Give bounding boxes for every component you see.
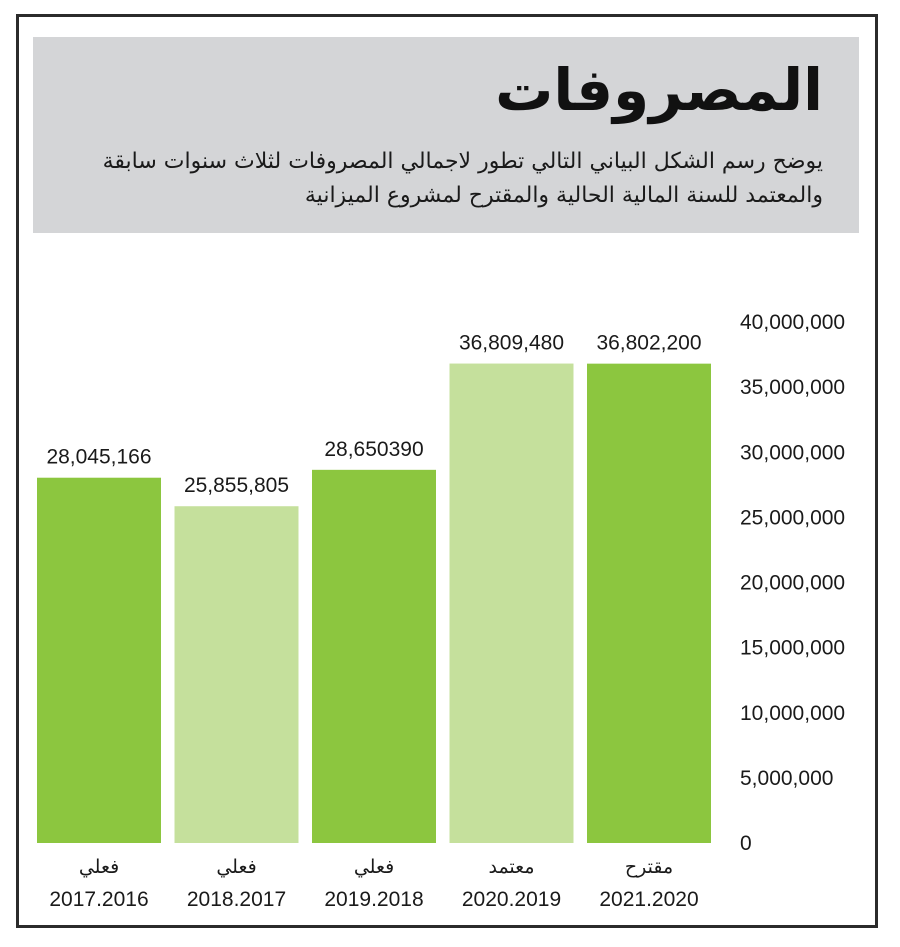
bar — [449, 363, 574, 843]
category-year-label: 2017.2016 — [49, 888, 148, 911]
bar — [312, 469, 436, 843]
y-tick-label: 10,000,000 — [740, 702, 845, 725]
y-tick-label: 15,000,000 — [740, 637, 845, 660]
header-box: المصروفات يوضح رسم الشكل البياني التالي … — [33, 37, 859, 233]
y-tick-label: 5,000,000 — [740, 767, 833, 790]
y-tick-label: 25,000,000 — [740, 506, 845, 529]
bar-value-label: 28,650390 — [324, 438, 423, 461]
category-type-label: فعلي — [354, 856, 394, 878]
y-tick-label: 30,000,000 — [740, 441, 845, 464]
chart-subtitle: يوضح رسم الشكل البياني التالي تطور لاجما… — [102, 149, 823, 208]
category-year-label: 2020.2019 — [462, 888, 561, 911]
category-year-label: 2018.2017 — [187, 888, 286, 911]
bar-value-label: 36,802,200 — [596, 332, 701, 355]
bar — [37, 477, 161, 843]
y-tick-label: 40,000,000 — [740, 311, 845, 334]
bar-value-label: 25,855,805 — [184, 474, 289, 497]
y-tick-label: 0 — [740, 832, 752, 855]
category-type-label: فعلي — [216, 856, 256, 878]
y-tick-label: 20,000,000 — [740, 572, 845, 595]
bar — [587, 363, 711, 843]
category-type-label: فعلي — [79, 856, 119, 878]
category-type-label: مقترح — [625, 856, 673, 878]
category-year-label: 2021.2020 — [599, 888, 698, 911]
bar-value-label: 36,809,480 — [459, 332, 564, 355]
y-tick-label: 35,000,000 — [740, 376, 845, 399]
bar-value-label: 28,045,166 — [46, 446, 151, 469]
category-type-label: معتمد — [488, 856, 534, 878]
chart-title: المصروفات — [495, 56, 823, 124]
bar — [174, 506, 299, 843]
category-year-label: 2019.2018 — [324, 888, 423, 911]
